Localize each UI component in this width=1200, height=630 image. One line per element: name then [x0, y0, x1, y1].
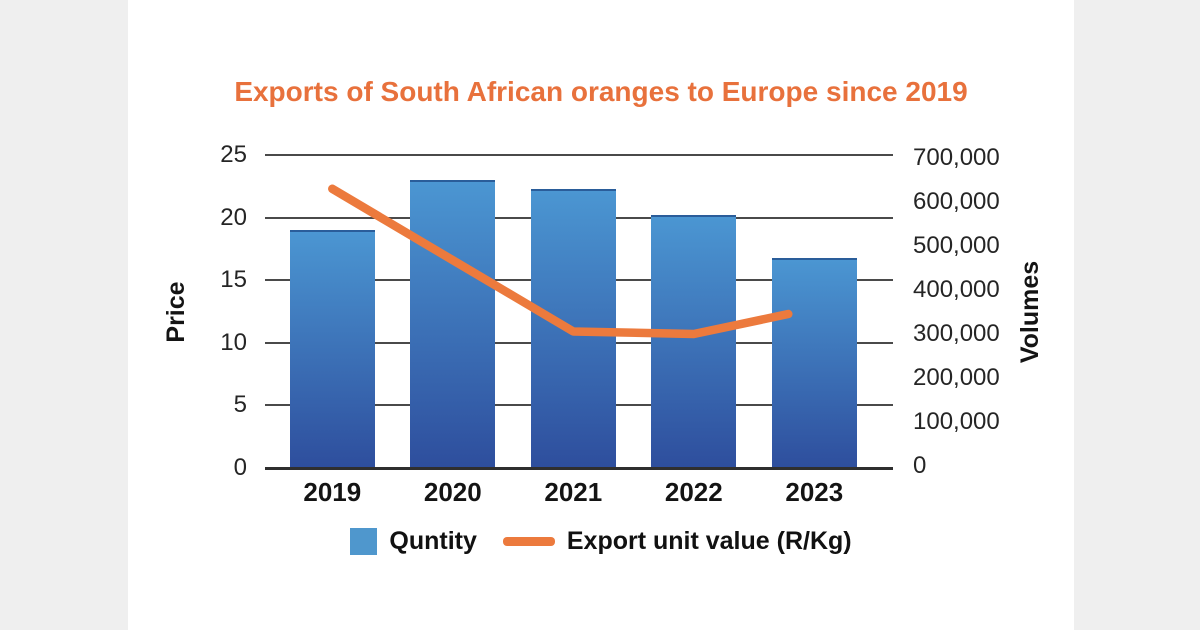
right-tick-label: 200,000 — [913, 364, 1000, 392]
right-tick-label: 500,000 — [913, 232, 1000, 260]
chart-title: Exports of South African oranges to Euro… — [234, 76, 968, 107]
gridline — [265, 467, 893, 470]
plot-area — [265, 154, 893, 470]
unit-value-line-swatch-icon — [502, 536, 555, 546]
x-tick-label: 2023 — [785, 477, 844, 507]
legend: Quntity Export unit value (R/Kg) — [128, 524, 1074, 558]
right-tick-label: 0 — [913, 452, 927, 480]
bar-2019 — [289, 230, 375, 468]
legend-item-quantity: Quntity — [350, 527, 477, 556]
chart-card: Exports of South African oranges to Euro… — [128, 0, 1074, 630]
right-tick-label: 700,000 — [913, 144, 1000, 171]
legend-unit-value-label: Export unit value (R/Kg) — [566, 526, 852, 555]
left-axis-title: Price — [162, 281, 190, 343]
left-tick-label: 5 — [233, 391, 247, 419]
right-tick-label: 100,000 — [913, 408, 1000, 436]
right-tick-label: 400,000 — [913, 276, 1000, 304]
x-tick-label: 2021 — [544, 477, 603, 507]
bar-2023 — [771, 258, 857, 468]
bar-2020 — [410, 180, 496, 468]
bar-2022 — [651, 214, 737, 468]
right-tick-label: 300,000 — [913, 320, 1000, 348]
right-axis-title: Volumes — [1016, 260, 1044, 364]
x-tick-label: 2022 — [664, 477, 723, 507]
right-tick-label: 600,000 — [913, 188, 1000, 216]
bar-2021 — [530, 188, 616, 468]
left-tick-label: 25 — [220, 141, 247, 168]
left-tick-label: 10 — [220, 328, 247, 356]
left-tick-label: 20 — [220, 203, 247, 231]
gridline — [265, 154, 893, 156]
left-tick-label: 0 — [233, 454, 247, 481]
legend-item-unit-value: Export unit value (R/Kg) — [502, 526, 852, 556]
legend-quantity-label: Quntity — [389, 526, 477, 555]
x-tick-label: 2020 — [423, 477, 482, 507]
x-tick-label: 2019 — [303, 477, 362, 507]
left-tick-label: 15 — [220, 266, 247, 294]
quantity-swatch-icon — [350, 527, 378, 555]
